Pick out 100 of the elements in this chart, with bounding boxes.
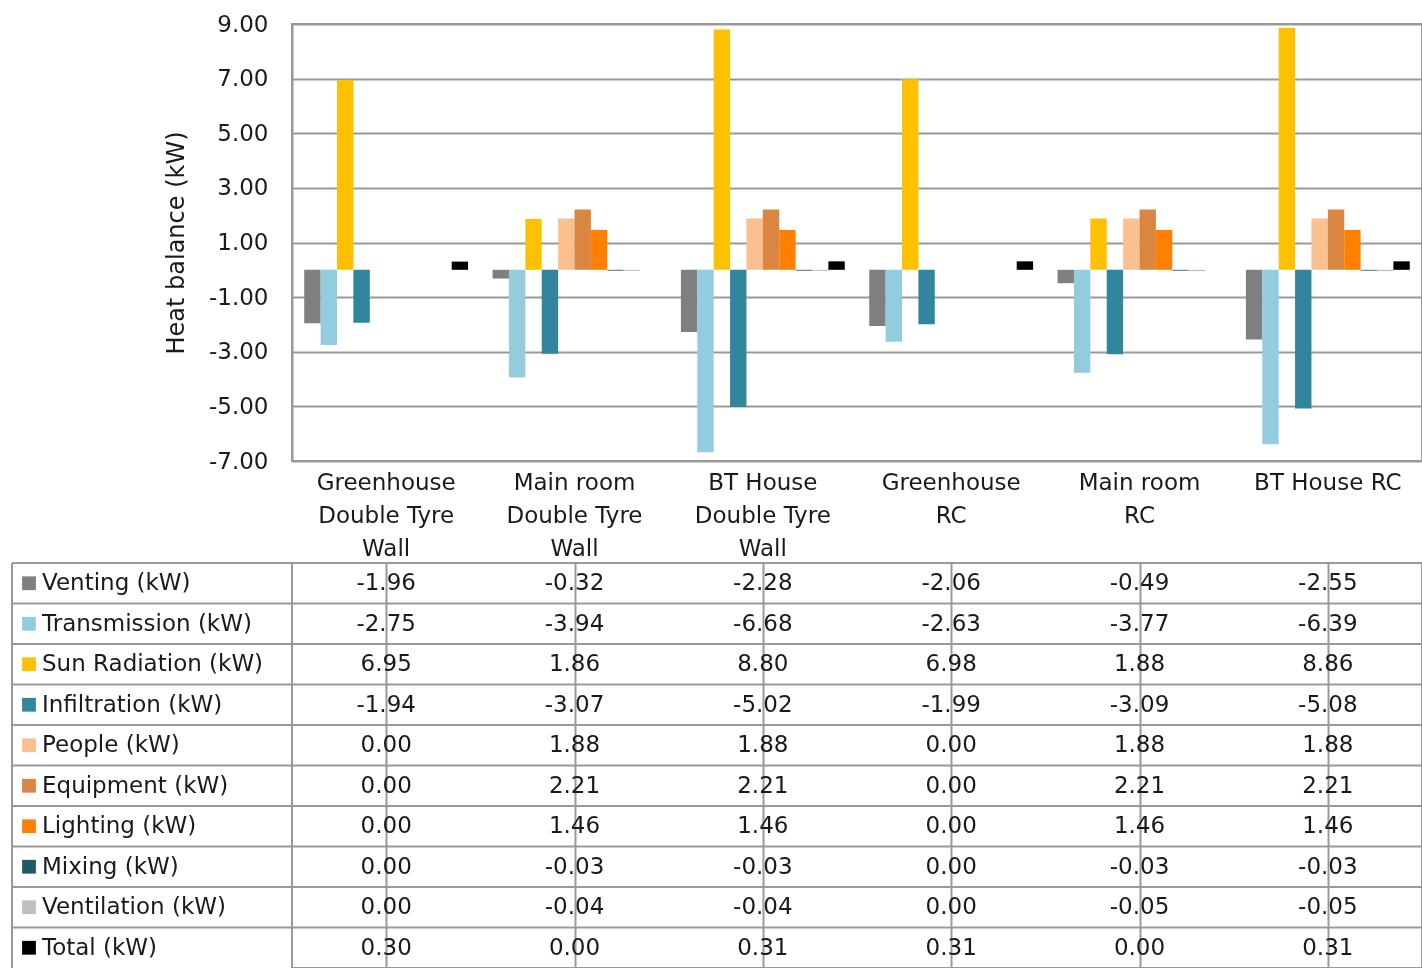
data-label: 1.46: [1302, 812, 1354, 839]
data-label: -3.94: [544, 609, 605, 636]
data-label: -2.75: [356, 609, 416, 636]
bar: [902, 79, 919, 270]
bar: [508, 269, 526, 378]
data-label: 0.00: [925, 731, 977, 758]
y-tick-label: 1.00: [217, 229, 269, 255]
data-label: -0.04: [544, 893, 605, 920]
data-label: 6.98: [925, 650, 977, 677]
bar: [697, 269, 714, 453]
bar: [1139, 209, 1156, 270]
data-label: 0.00: [360, 893, 412, 920]
data-label: 1.86: [548, 650, 601, 677]
bar: [574, 209, 591, 270]
data-label: -5.02: [733, 690, 793, 717]
data-label: 0.00: [925, 852, 977, 879]
x-tick-label: Greenhouse Double Tyre Wall: [316, 468, 456, 561]
data-label: 8.80: [737, 650, 789, 677]
bar: [1295, 269, 1312, 409]
data-label: 0.00: [925, 771, 977, 798]
x-tick-label: Main room Double Tyre Wall: [506, 468, 643, 561]
bar: [590, 229, 608, 270]
data-label: -0.04: [733, 893, 793, 920]
bar: [1344, 229, 1361, 270]
bar: [762, 209, 780, 270]
bar: [1106, 269, 1124, 355]
data-label: -3.77: [1109, 609, 1170, 636]
bar: [713, 29, 731, 270]
bar: [525, 219, 542, 270]
data-label: 1.46: [1113, 812, 1166, 839]
bar: [779, 229, 796, 270]
y-tick-label: 5.00: [217, 119, 269, 146]
data-label: 2.21: [1113, 771, 1166, 798]
bar: [1278, 27, 1296, 270]
legend-label: Lighting (kW): [42, 812, 197, 839]
data-label: -0.03: [1109, 852, 1170, 879]
bar: [1245, 269, 1263, 340]
bar: [492, 269, 509, 279]
bar: [828, 261, 845, 270]
data-label: 1.88: [1302, 731, 1354, 758]
legend-label: Ventilation (kW): [42, 893, 226, 920]
data-label: -0.03: [733, 852, 793, 879]
bar: [1262, 269, 1279, 445]
data-label: -6.39: [1298, 609, 1358, 636]
data-label: -0.49: [1109, 569, 1170, 596]
data-label: -2.28: [733, 569, 793, 596]
data-label: -3.09: [1109, 690, 1170, 717]
bar: [1123, 218, 1140, 270]
data-label: -0.03: [544, 852, 605, 879]
data-label: 2.21: [737, 771, 789, 798]
data-label: 0.00: [360, 812, 412, 839]
legend-label: Transmission (kW): [41, 609, 252, 636]
bar: [353, 269, 370, 323]
data-label: 0.00: [925, 812, 977, 839]
legend-label: Infiltration (kW): [42, 690, 223, 717]
bar: [680, 269, 698, 333]
data-label: -6.68: [733, 609, 793, 636]
data-label: -3.07: [544, 690, 605, 717]
legend-label: Venting (kW): [42, 569, 191, 596]
data-label: -0.32: [544, 569, 605, 596]
bar: [918, 269, 935, 325]
data-label: 6.95: [360, 650, 412, 677]
data-label: 1.88: [548, 731, 601, 758]
bar: [337, 79, 354, 270]
bar: [1327, 209, 1345, 270]
bar: [320, 269, 338, 345]
legend-label: Sun Radiation (kW): [42, 650, 264, 677]
data-label: 0.31: [737, 933, 789, 960]
data-label: 2.21: [1302, 771, 1354, 798]
legend-label: Equipment (kW): [42, 771, 229, 798]
bar: [541, 269, 559, 354]
y-tick-label: 7.00: [217, 65, 269, 92]
y-tick-label: 3.00: [217, 174, 269, 201]
y-tick-label: 9.00: [217, 10, 269, 37]
x-tick-label: BT House RC: [1254, 468, 1402, 495]
data-label: 0.00: [1113, 933, 1166, 960]
bar: [1016, 261, 1034, 270]
bar: [869, 269, 886, 327]
data-label: -2.55: [1298, 569, 1358, 596]
data-label: 1.46: [737, 812, 789, 839]
bar: [885, 269, 903, 342]
legend-label: People (kW): [42, 731, 180, 758]
data-label: 1.88: [1113, 731, 1166, 758]
data-label: 2.21: [548, 771, 601, 798]
data-label: -1.99: [921, 690, 981, 717]
x-tick-label: BT House Double Tyre Wall: [694, 468, 831, 561]
bar: [451, 261, 469, 270]
bar: [1155, 229, 1173, 270]
data-label: 0.00: [360, 852, 412, 879]
data-label: 8.86: [1302, 650, 1354, 677]
bar: [1311, 218, 1328, 270]
data-label: 0.00: [360, 771, 412, 798]
y-tick-label: -5.00: [208, 392, 269, 419]
data-label: -2.63: [921, 609, 981, 636]
y-tick-label: -3.00: [208, 338, 269, 365]
data-label: 0.30: [360, 933, 412, 960]
data-label: -2.06: [921, 569, 981, 596]
y-tick-label: -1.00: [208, 283, 269, 310]
bar: [304, 269, 321, 324]
data-label: -1.94: [356, 690, 416, 717]
